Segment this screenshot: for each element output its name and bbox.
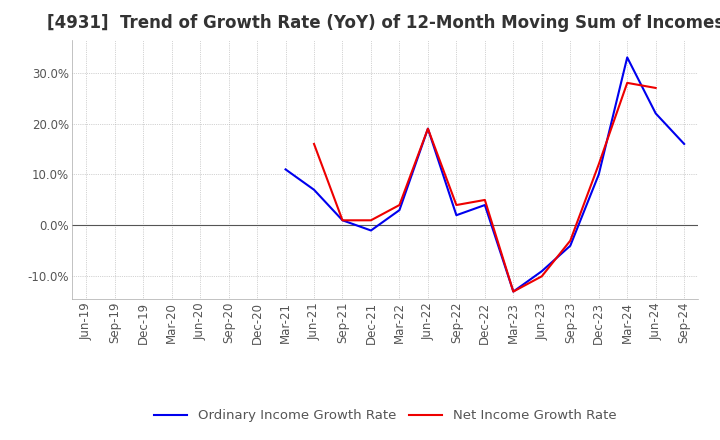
Ordinary Income Growth Rate	[423, 126, 432, 131]
Ordinary Income Growth Rate	[282, 167, 290, 172]
Line: Net Income Growth Rate: Net Income Growth Rate	[314, 83, 656, 292]
Ordinary Income Growth Rate	[338, 218, 347, 223]
Net Income Growth Rate	[623, 80, 631, 85]
Net Income Growth Rate	[652, 85, 660, 91]
Net Income Growth Rate	[395, 202, 404, 208]
Ordinary Income Growth Rate	[395, 208, 404, 213]
Net Income Growth Rate	[310, 141, 318, 147]
Net Income Growth Rate	[509, 289, 518, 294]
Ordinary Income Growth Rate	[480, 202, 489, 208]
Line: Ordinary Income Growth Rate: Ordinary Income Growth Rate	[286, 57, 684, 292]
Legend: Ordinary Income Growth Rate, Net Income Growth Rate: Ordinary Income Growth Rate, Net Income …	[149, 404, 621, 428]
Net Income Growth Rate	[480, 197, 489, 202]
Ordinary Income Growth Rate	[595, 172, 603, 177]
Net Income Growth Rate	[452, 202, 461, 208]
Net Income Growth Rate	[338, 218, 347, 223]
Ordinary Income Growth Rate	[310, 187, 318, 192]
Net Income Growth Rate	[423, 126, 432, 131]
Ordinary Income Growth Rate	[623, 55, 631, 60]
Net Income Growth Rate	[537, 274, 546, 279]
Ordinary Income Growth Rate	[452, 213, 461, 218]
Ordinary Income Growth Rate	[566, 243, 575, 249]
Ordinary Income Growth Rate	[537, 268, 546, 274]
Ordinary Income Growth Rate	[652, 111, 660, 116]
Ordinary Income Growth Rate	[680, 141, 688, 147]
Title: [4931]  Trend of Growth Rate (YoY) of 12-Month Moving Sum of Incomes: [4931] Trend of Growth Rate (YoY) of 12-…	[47, 15, 720, 33]
Ordinary Income Growth Rate	[509, 289, 518, 294]
Net Income Growth Rate	[366, 218, 375, 223]
Ordinary Income Growth Rate	[366, 228, 375, 233]
Net Income Growth Rate	[595, 161, 603, 167]
Net Income Growth Rate	[566, 238, 575, 243]
